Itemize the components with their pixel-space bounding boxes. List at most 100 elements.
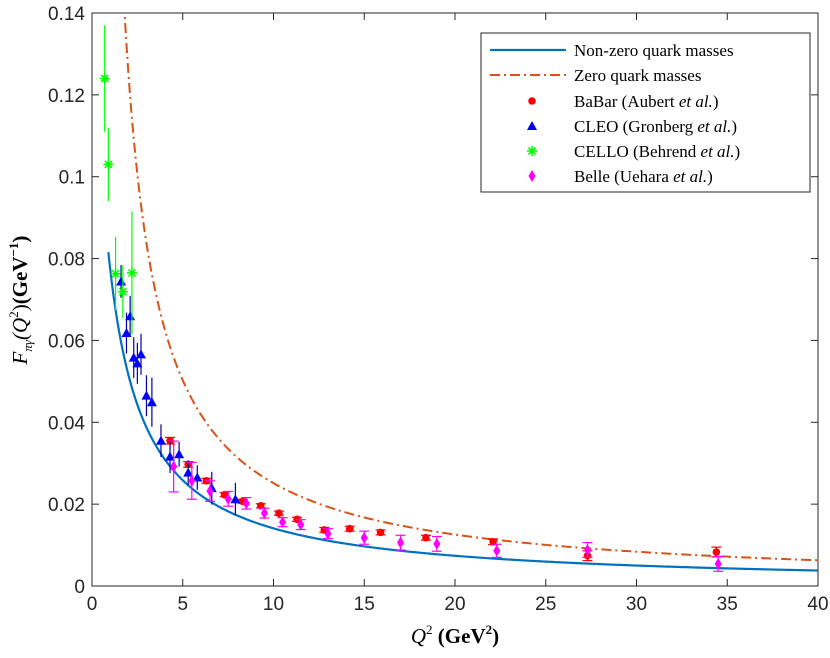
data-point [117,286,128,297]
data-point [324,527,332,540]
data-point [192,472,203,482]
x-tick-label: 10 [263,594,284,615]
x-tick-label: 0 [87,594,98,615]
data-point [224,492,232,505]
data-point [260,507,268,520]
data-point [397,536,405,549]
data-point [188,474,196,487]
y-title-unit: (GeV [8,256,32,304]
y-tick-label: 0.02 [48,495,85,516]
y-tick-label: 0.08 [48,250,85,271]
y-tick-label: 0 [74,577,85,598]
asterisk-stroke [118,287,127,296]
legend-label-nonzero: Non-zero quark masses [574,41,734,60]
curve-zero-quark-masses [123,13,818,562]
legend-entry-nonzero: Non-zero quark masses [490,41,734,60]
cleo-label-pre: CLEO (Gronberg [574,117,697,136]
data-point [121,328,132,338]
y-tick-label: 0.06 [48,331,85,352]
asterisk-stroke [127,268,136,277]
data-point [493,544,501,557]
data-point [279,516,287,529]
y-axis: 0 0.02 0.04 0.06 0.08 0.1 0.12 0.14 [48,4,818,598]
cello-label-italic: et al. [701,142,735,161]
data-point [583,543,591,556]
y-title-arg-close: ) [8,304,32,311]
data-point [422,533,430,542]
x-tick-label: 40 [807,594,828,615]
x-axis: 0 5 10 15 20 25 30 35 40 [87,13,829,615]
y-axis-title: Fπγ(Q2)(GeV−1) [6,236,35,366]
cleo-label-italic: et al. [697,117,731,136]
data-point [712,548,721,556]
x-axis-title: Q2 (GeV2) [411,622,499,648]
data-point [433,537,441,550]
data-point [297,518,305,531]
asterisk-stroke [100,74,109,83]
belle-label-italic: et al. [673,167,707,186]
data-point [136,349,147,359]
series-diamond [168,440,724,572]
y-title-unit-close: ) [8,236,32,243]
data-point [141,390,152,400]
asterisk-stroke [104,160,113,169]
legend-diamond-marker-icon [528,170,536,182]
x-title-unit-sup: 2 [486,622,493,637]
legend-circle-marker-icon [528,97,536,105]
legend-entry-zero: Zero quark masses [490,66,701,85]
data-point [146,397,157,407]
data-point [155,435,166,445]
asterisk-stroke [111,269,120,278]
curve-nonzero-quark-masses [107,251,818,572]
x-tick-label: 15 [354,594,375,615]
babar-label-italic: et al. [679,92,713,111]
x-title-unit-close: ) [492,624,499,648]
legend-label-belle: Belle (Uehara et al.) [574,167,713,186]
y-title-arg: (Q [8,318,32,340]
x-title-sup: 2 [426,622,433,637]
data-point [206,485,214,498]
legend-entry-babar: BaBar (Aubert et al.) [528,92,718,111]
data-point [360,531,368,544]
y-title-sub: πγ [20,339,35,352]
cello-label-post: ) [735,142,741,161]
x-tick-label: 35 [717,594,738,615]
legend-label-babar: BaBar (Aubert et al.) [574,92,718,111]
series-asterisk [99,25,137,335]
x-tick-label: 25 [535,594,556,615]
data-point [242,497,250,510]
legend-entry-cello: CELLO (Behrend et al.) [527,142,740,161]
model-curves [107,13,818,572]
belle-label-pre: Belle (Uehara [574,167,673,186]
legend-entry-cleo: CLEO (Gronberg et al.) [527,117,737,136]
y-tick-label: 0.1 [59,168,85,189]
data-point [132,358,143,368]
babar-label-pre: BaBar (Aubert [574,92,679,111]
series-triangle [116,265,241,516]
data-point [275,509,283,517]
legend-label-cleo: CLEO (Gronberg et al.) [574,117,737,136]
y-tick-label: 0.14 [48,4,85,25]
y-tick-label: 0.04 [48,413,85,434]
data-point [128,352,139,362]
y-title-arg-sup: 2 [6,311,21,318]
legend-label-cello: CELLO (Behrend et al.) [574,142,740,161]
babar-label-post: ) [713,92,719,111]
legend-box [480,32,811,193]
data-point [230,494,241,504]
data-point [99,73,110,84]
y-tick-label: 0.12 [48,86,85,107]
data-point [174,449,185,459]
x-title-var: Q [411,624,426,648]
x-title-unit: (GeV [433,624,486,648]
legend-triangle-marker-icon [527,121,537,130]
x-tick-label: 5 [177,594,188,615]
data-point [376,528,385,537]
cleo-label-post: ) [731,117,737,136]
data-point [714,557,722,570]
y-title-unit-sup: −1 [6,243,21,257]
data-point [110,268,121,279]
data-point [126,267,137,278]
legend-label-zero: Zero quark masses [574,66,701,85]
